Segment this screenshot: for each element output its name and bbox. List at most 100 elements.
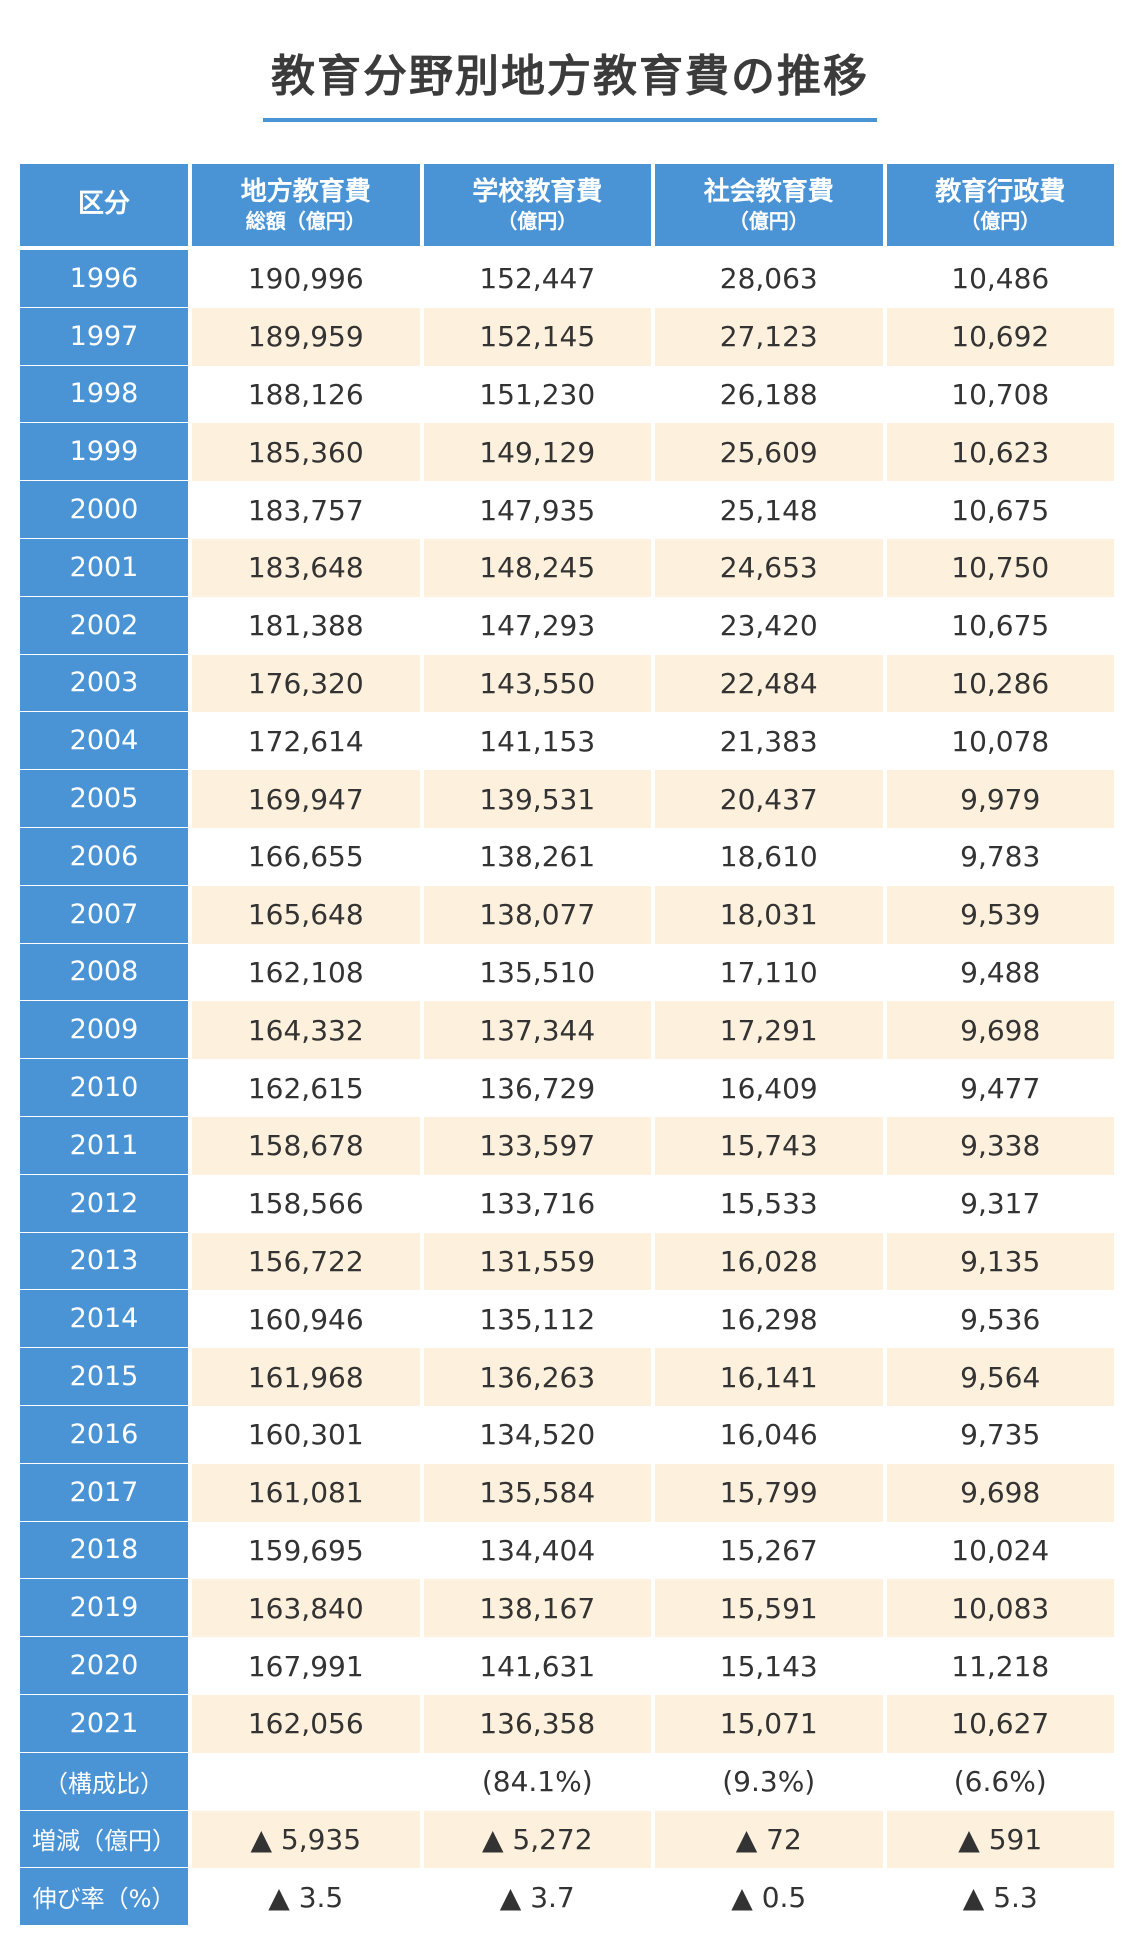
- row-label: 1998: [20, 365, 188, 424]
- table-cell: 161,968: [192, 1348, 420, 1406]
- row-label: 2009: [20, 1001, 188, 1060]
- table-row: 1999 185,360 149,129 25,609 10,623: [20, 423, 1114, 482]
- table-row: 2018 159,695 134,404 15,267 10,024: [20, 1521, 1114, 1580]
- row-label: 2002: [20, 596, 188, 655]
- table-cell: 176,320: [192, 654, 420, 713]
- table-cell: 136,263: [423, 1348, 651, 1406]
- table-row: 1997 189,959 152,145 27,123 10,692: [20, 307, 1114, 366]
- table-cell: 152,145: [423, 307, 651, 366]
- table-cell: 9,783: [886, 827, 1114, 886]
- row-label: 2001: [20, 538, 188, 597]
- header-social-expense-title: 社会教育費: [703, 177, 834, 208]
- table-cell: 131,559: [423, 1232, 651, 1291]
- table-row: 1996 190,996 152,447 28,063 10,486: [20, 250, 1114, 308]
- table-cell: 20,437: [655, 770, 883, 828]
- row-label: 1999: [20, 423, 188, 482]
- row-label: 伸び率（%）: [20, 1868, 188, 1927]
- table-cell: 24,653: [655, 538, 883, 597]
- row-label: 1996: [20, 250, 188, 308]
- table-cell: 10,623: [886, 423, 1114, 482]
- table-cell: 17,110: [655, 943, 883, 1002]
- table-cell: 161,081: [192, 1463, 420, 1522]
- table-cell: ▲ 3.5: [192, 1868, 420, 1927]
- table-cell: 10,692: [886, 307, 1114, 366]
- row-label: 2008: [20, 943, 188, 1002]
- table-cell: 15,591: [655, 1579, 883, 1638]
- header-school-expense: 学校教育費 （億円）: [423, 164, 651, 246]
- table-cell: 16,409: [655, 1059, 883, 1117]
- row-label: 2010: [20, 1059, 188, 1117]
- table-row: 2003 176,320 143,550 22,484 10,286: [20, 654, 1114, 713]
- table-cell: 137,344: [423, 1001, 651, 1060]
- table-cell: 138,167: [423, 1579, 651, 1638]
- table-row: 2014 160,946 135,112 16,298 9,536: [20, 1290, 1114, 1349]
- table-cell: 147,935: [423, 481, 651, 539]
- row-label: 1997: [20, 307, 188, 366]
- table-cell: ▲ 3.7: [423, 1868, 651, 1927]
- table-row: 2001 183,648 148,245 24,653 10,750: [20, 538, 1114, 597]
- table-row: 2019 163,840 138,167 15,591 10,083: [20, 1579, 1114, 1638]
- table-cell: 152,447: [423, 250, 651, 308]
- table-cell: 27,123: [655, 307, 883, 366]
- title-area: 教育分野別地方教育費の推移: [0, 40, 1140, 122]
- row-label: 2021: [20, 1694, 188, 1753]
- header-social-expense-unit: （億円）: [728, 208, 809, 233]
- table-row: 2021 162,056 136,358 15,071 10,627: [20, 1694, 1114, 1753]
- table-cell: 149,129: [423, 423, 651, 482]
- table-cell: 160,946: [192, 1290, 420, 1349]
- table-cell: 9,735: [886, 1405, 1114, 1464]
- row-label: 2013: [20, 1232, 188, 1291]
- table-cell: 162,056: [192, 1694, 420, 1753]
- table-cell: 10,486: [886, 250, 1114, 308]
- education-expense-table: 区分 地方教育費 総額（億円） 学校教育費 （億円） 社会教育費 （億円） 教育…: [16, 164, 1118, 1927]
- table-cell: (6.6%): [886, 1752, 1114, 1811]
- table-cell: 135,112: [423, 1290, 651, 1349]
- table-cell: 10,708: [886, 365, 1114, 424]
- table-cell: 10,675: [886, 596, 1114, 655]
- table-cell: 185,360: [192, 423, 420, 482]
- table-cell: 23,420: [655, 596, 883, 655]
- table-cell: 141,153: [423, 712, 651, 771]
- page-title: 教育分野別地方教育費の推移: [263, 40, 877, 122]
- table-cell: ▲ 591: [886, 1810, 1114, 1869]
- row-label: 2017: [20, 1463, 188, 1522]
- table-cell: 167,991: [192, 1637, 420, 1695]
- table-cell: 164,332: [192, 1001, 420, 1060]
- table-cell: 9,338: [886, 1116, 1114, 1175]
- table-cell: 138,261: [423, 827, 651, 886]
- table-cell: 165,648: [192, 885, 420, 944]
- table-cell: [192, 1752, 420, 1811]
- table-cell: 183,648: [192, 538, 420, 597]
- row-label: 2016: [20, 1405, 188, 1464]
- table-cell: (84.1%): [423, 1752, 651, 1811]
- table-cell: 139,531: [423, 770, 651, 828]
- table-cell: ▲ 5,935: [192, 1810, 420, 1869]
- row-label: 2007: [20, 885, 188, 944]
- table-cell: 10,675: [886, 481, 1114, 539]
- header-admin-expense-title: 教育行政費: [935, 177, 1066, 208]
- table-cell: 134,520: [423, 1405, 651, 1464]
- header-total-expense-title: 地方教育費: [240, 177, 371, 208]
- table-cell: 141,631: [423, 1637, 651, 1695]
- table-row: 2016 160,301 134,520 16,046 9,735: [20, 1405, 1114, 1464]
- table-row: 2020 167,991 141,631 15,143 11,218: [20, 1637, 1114, 1695]
- table-cell: 9,698: [886, 1001, 1114, 1060]
- table-cell: 11,218: [886, 1637, 1114, 1695]
- table-cell: 163,840: [192, 1579, 420, 1638]
- row-label: 2006: [20, 827, 188, 886]
- table-row: 2011 158,678 133,597 15,743 9,338: [20, 1116, 1114, 1175]
- table-row: 2012 158,566 133,716 15,533 9,317: [20, 1174, 1114, 1233]
- table-cell: 136,729: [423, 1059, 651, 1117]
- header-admin-expense: 教育行政費 （億円）: [886, 164, 1114, 246]
- table-cell: 16,141: [655, 1348, 883, 1406]
- row-label: 2005: [20, 770, 188, 828]
- table-cell: 22,484: [655, 654, 883, 713]
- table-row: 増減（億円） ▲ 5,935 ▲ 5,272 ▲ 72 ▲ 591: [20, 1810, 1114, 1869]
- table-row: 2005 169,947 139,531 20,437 9,979: [20, 770, 1114, 828]
- table-cell: 166,655: [192, 827, 420, 886]
- header-social-expense: 社会教育費 （億円）: [655, 164, 883, 246]
- table-cell: 10,024: [886, 1521, 1114, 1580]
- table-row: 伸び率（%） ▲ 3.5 ▲ 3.7 ▲ 0.5 ▲ 5.3: [20, 1868, 1114, 1927]
- table-cell: 148,245: [423, 538, 651, 597]
- table-cell: 135,584: [423, 1463, 651, 1522]
